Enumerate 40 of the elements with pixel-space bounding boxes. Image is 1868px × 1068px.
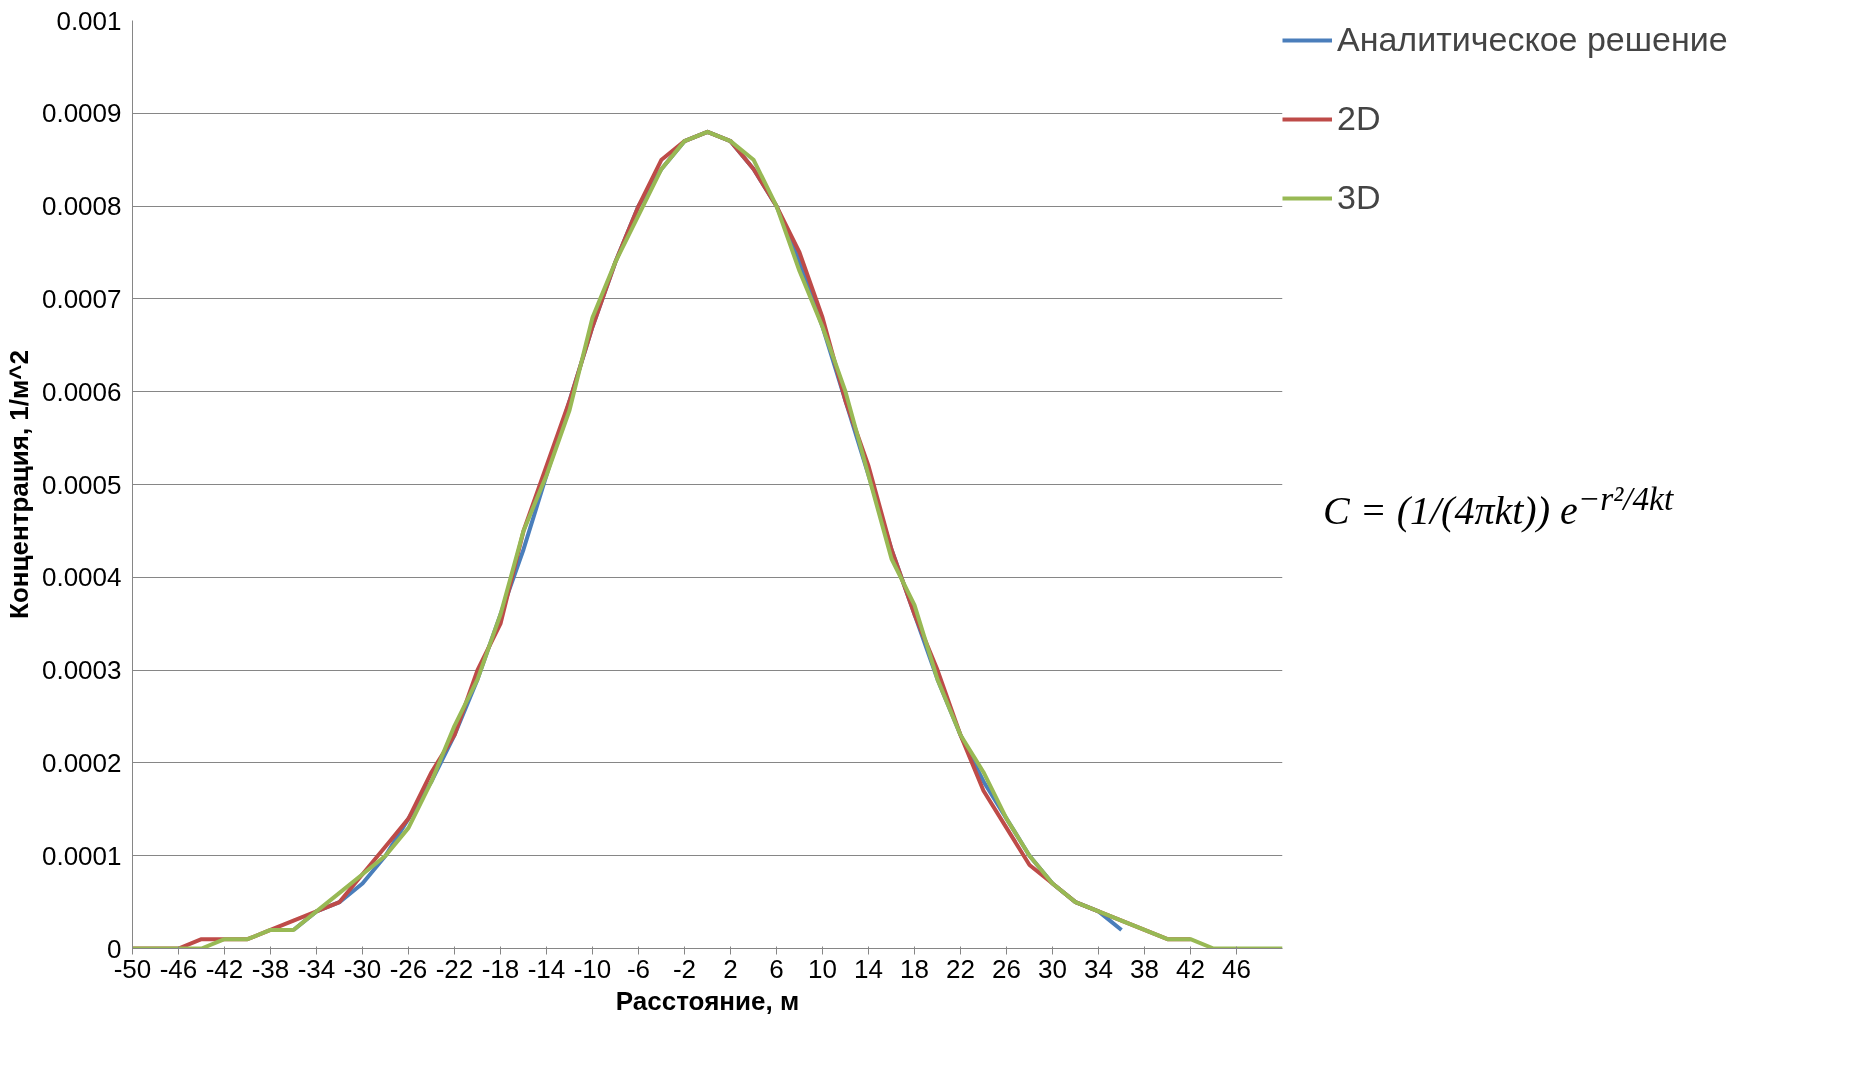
- x-tick-label: 38: [1130, 953, 1159, 984]
- legend-label: 2D: [1337, 99, 1381, 138]
- y-tick-label: 0.0003: [41, 655, 122, 686]
- legend-label: Аналитическое решение: [1337, 20, 1728, 59]
- y-tick-label: 0.001: [56, 5, 122, 36]
- x-tick-label: -2: [672, 953, 697, 984]
- x-tick-label: -42: [205, 953, 244, 984]
- x-tick-label: -14: [527, 953, 566, 984]
- y-tick-label: 0.0004: [41, 562, 122, 593]
- x-tick-label: -30: [343, 953, 382, 984]
- x-tick-label: 6: [769, 953, 784, 984]
- legend-label: 3D: [1337, 178, 1381, 217]
- x-tick-label: -22: [435, 953, 474, 984]
- x-axis-title: Расстояние, м: [615, 985, 800, 1016]
- x-tick-label: 10: [808, 953, 837, 984]
- x-tick-label: 14: [854, 953, 883, 984]
- y-tick-label: 0.0008: [41, 191, 122, 222]
- x-tick-label: -6: [626, 953, 651, 984]
- x-tick-label: 22: [946, 953, 975, 984]
- y-tick-label: 0.0007: [41, 283, 122, 314]
- x-tick-label: 2: [723, 953, 738, 984]
- x-tick-label: 42: [1176, 953, 1205, 984]
- y-tick-label: 0.0006: [41, 376, 122, 407]
- text: C = (1/(4πkt)) e$^{−r²/4kt}$: [1323, 479, 1674, 536]
- y-axis-title: Концентрация, 1/м^2: [3, 350, 34, 619]
- x-tick-label: 46: [1222, 953, 1251, 984]
- x-tick-label: -46: [159, 953, 198, 984]
- y-tick-label: 0.0005: [41, 469, 122, 500]
- x-tick-label: -38: [251, 953, 290, 984]
- x-tick-label: 26: [992, 953, 1021, 984]
- y-tick-label: 0.0009: [41, 98, 122, 129]
- x-tick-label: 34: [1084, 953, 1113, 984]
- x-tick-label: -26: [389, 953, 428, 984]
- x-tick-label: -10: [573, 953, 612, 984]
- x-tick-label: -18: [481, 953, 520, 984]
- x-tick-label: 30: [1038, 953, 1067, 984]
- y-tick-label: 0.0001: [41, 840, 122, 871]
- y-tick-label: 0.0002: [41, 747, 122, 778]
- x-tick-label: -34: [297, 953, 336, 984]
- x-tick-label: 18: [900, 953, 929, 984]
